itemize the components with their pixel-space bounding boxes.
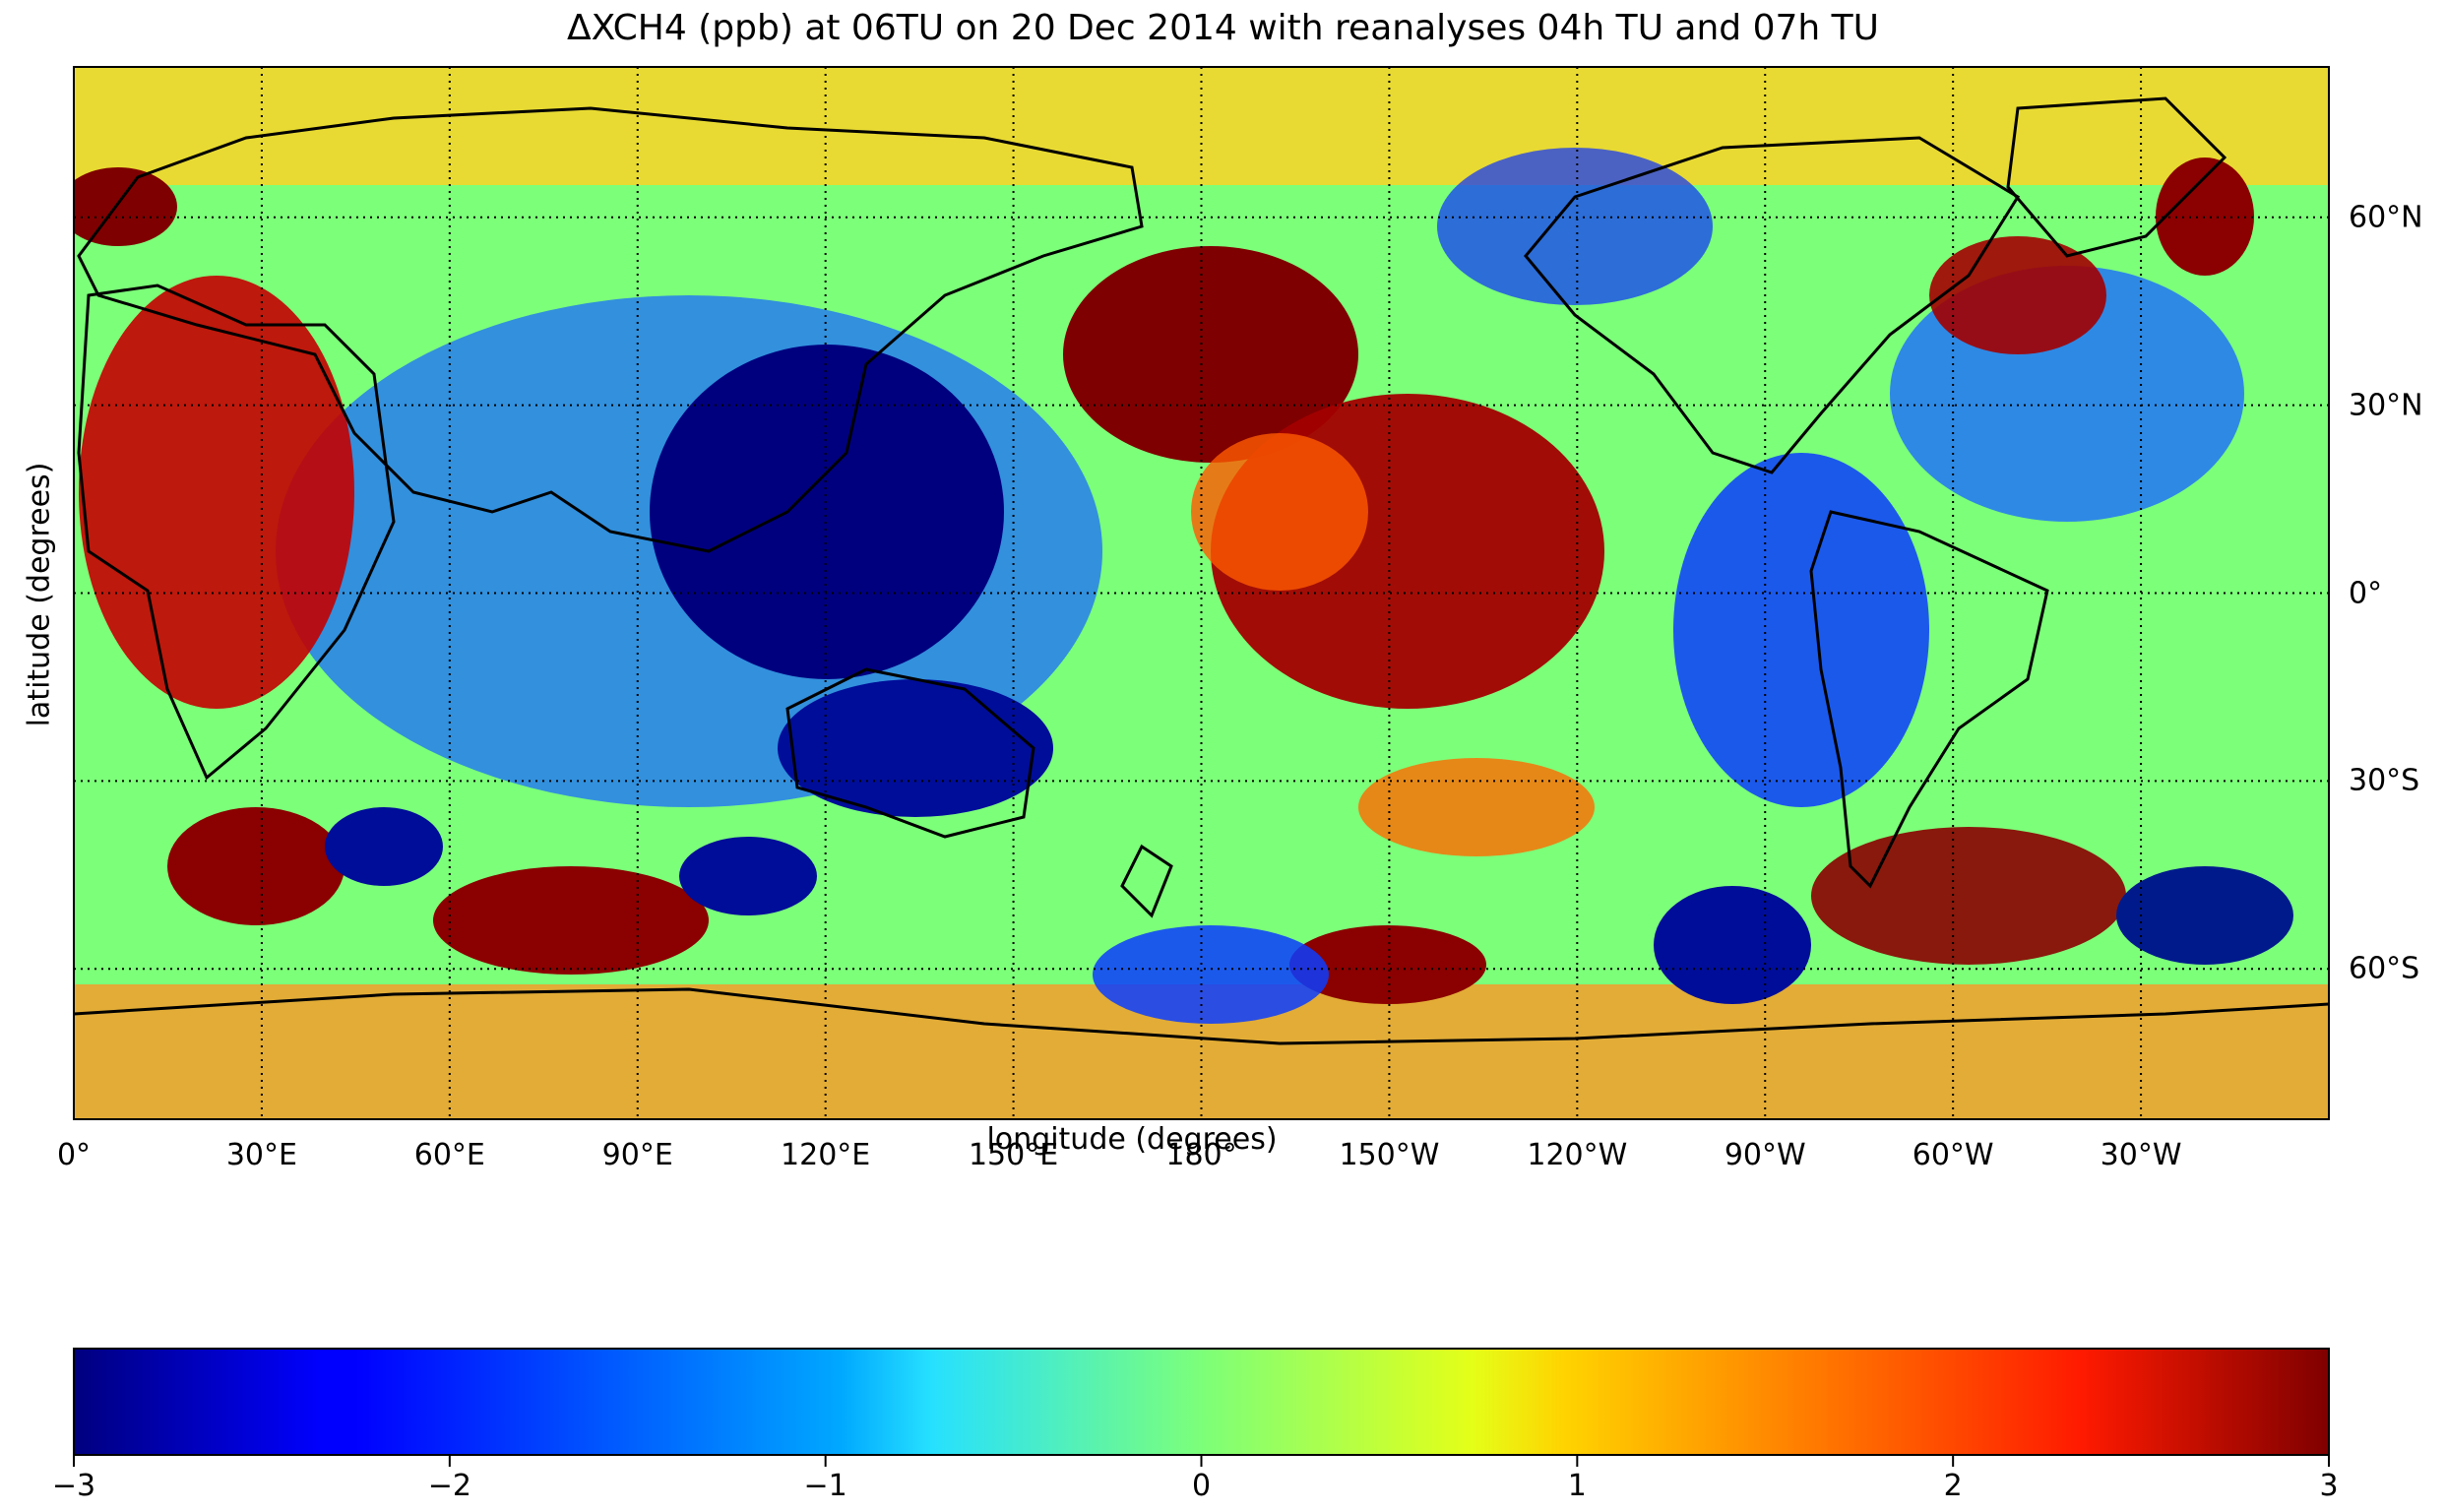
coastline-antarctica	[74, 987, 2329, 1045]
x-tick-label: 30°E	[225, 1138, 297, 1172]
colorbar-tick-label: 2	[1943, 1469, 1963, 1503]
field-blob-pacific-orange	[1191, 433, 1368, 591]
field-blob-spacific-orange	[1358, 758, 1595, 856]
x-tick-label: 0°	[56, 1138, 92, 1172]
field-blob-africa-red	[79, 276, 354, 709]
colorbar	[74, 1349, 2329, 1455]
colorbar-tick-label: −2	[427, 1469, 471, 1503]
coastline-new-zealand	[1120, 844, 1173, 918]
x-tick-label: 30°W	[2100, 1138, 2182, 1172]
field-blob-satlantic-red	[1811, 827, 2126, 965]
colorbar-tick-label: −3	[51, 1469, 96, 1503]
field-blob-sindian-blue	[325, 807, 443, 886]
field-blob-china-deepblue	[650, 345, 1004, 679]
coastline-australia	[785, 667, 1035, 839]
graticule	[74, 67, 2329, 1119]
colorbar-ticks	[73, 1455, 2330, 1467]
coastlines	[74, 96, 2329, 1045]
field-blob-sindian-red	[433, 866, 709, 975]
x-tick-label: 180°	[1165, 1138, 1237, 1172]
x-tick-label: 60°W	[1912, 1138, 1994, 1172]
field-blob-spacific-red	[1289, 925, 1486, 1004]
field-blob-sindian-blue-2	[679, 837, 817, 915]
chart-title: ΔXCH4 (ppb) at 06TU on 20 Dec 2014 with …	[567, 8, 1879, 48]
x-tick-label: 120°E	[781, 1138, 871, 1172]
field-blob-sw-indian-red	[167, 807, 345, 925]
field-blob-samerica-blue	[1673, 453, 1929, 807]
x-tick-label: 150°W	[1339, 1138, 1440, 1172]
x-axis-label: longitude (degrees)	[986, 1122, 1278, 1157]
colorbar-tick-label: 0	[1191, 1469, 1212, 1503]
field-blob-australia-deepblue	[778, 679, 1053, 817]
y-tick-label: 0°	[2349, 576, 2383, 610]
x-tick-label: 90°W	[1724, 1138, 1806, 1172]
colorbar-tick-label: 1	[1567, 1469, 1587, 1503]
y-axis-label: latitude (degrees)	[22, 462, 57, 727]
y-tick-label: 30°S	[2349, 763, 2420, 798]
coastline-africa	[77, 284, 396, 781]
x-tick-label: 90°E	[601, 1138, 673, 1172]
field-blob-npacific-red	[1063, 246, 1358, 463]
y-tick-label: 60°N	[2349, 200, 2423, 235]
colorbar-tick-label: −1	[803, 1469, 847, 1503]
coastline-greenland	[2006, 96, 2227, 258]
coastline-south-america	[1809, 510, 2049, 889]
y-tick-label: 30°N	[2349, 388, 2423, 423]
y-tick-label: 60°S	[2349, 951, 2420, 986]
field-blob-europe-red	[74, 167, 177, 246]
plot-frame	[73, 66, 2330, 1120]
x-tick-label: 150°E	[968, 1138, 1059, 1172]
x-tick-label: 120°W	[1527, 1138, 1628, 1172]
x-tick-label: 60°E	[413, 1138, 485, 1172]
colorbar-tick-label: 3	[2319, 1469, 2339, 1503]
xch4-field	[74, 67, 2329, 1119]
coastline-north-america	[1524, 136, 2021, 474]
field-blob-spacific-blue	[1093, 925, 1329, 1024]
field-blob-drake-blue	[1654, 886, 1811, 1004]
field-blob-satlantic-blue	[2116, 866, 2293, 965]
field-band-north	[74, 67, 2329, 185]
coastline-eurasia	[77, 106, 1144, 553]
field-blob-canada-blue	[1437, 148, 1713, 305]
